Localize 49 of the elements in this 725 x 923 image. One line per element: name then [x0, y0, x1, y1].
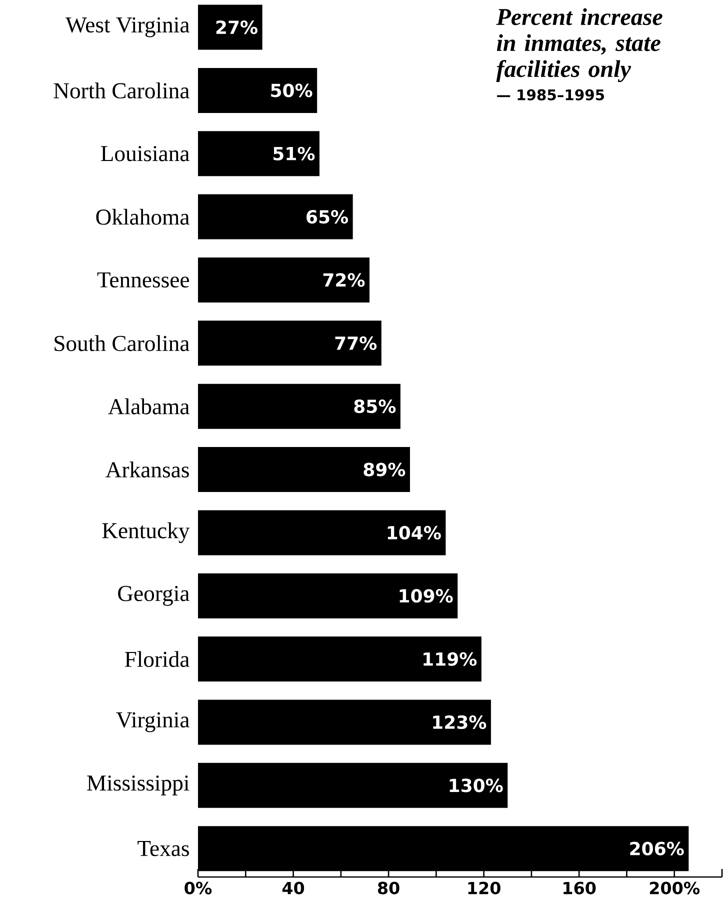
- bar: [198, 320, 382, 366]
- data-label: 65%: [306, 210, 348, 224]
- data-label: 89%: [364, 462, 406, 476]
- y-tick-label: Florida: [124, 651, 190, 668]
- x-tick-label: 200%: [650, 882, 700, 894]
- x-tick-label: 160: [564, 882, 596, 894]
- y-tick-label: Alabama: [108, 398, 190, 414]
- data-label: 130%: [450, 778, 503, 792]
- y-tick-label: Georgia: [118, 586, 190, 606]
- y-tick-label: Virginia: [116, 712, 190, 732]
- data-label: 123%: [433, 715, 486, 730]
- data-label: 85%: [354, 400, 396, 414]
- data-label: 27%: [216, 20, 258, 34]
- data-label: 77%: [335, 336, 377, 350]
- bar: [198, 194, 353, 240]
- data-label: 72%: [323, 273, 365, 287]
- y-tick-label: Mississippi: [87, 775, 190, 796]
- y-tick-label: Oklahoma: [96, 208, 190, 225]
- text: Percent increase in inmates, state facilities only: [496, 8, 662, 82]
- x-tick-label: 40: [282, 882, 304, 894]
- bar: [198, 447, 410, 492]
- y-tick-label: Tennessee: [97, 272, 189, 288]
- bar: [198, 762, 508, 808]
- bar: [198, 131, 320, 176]
- data-label: 50%: [271, 84, 312, 98]
- y-tick-label: South Carolina: [54, 335, 190, 352]
- y-tick-label: Kentucky: [102, 522, 190, 543]
- x-tick-label: 80: [378, 882, 400, 894]
- bar: [198, 573, 458, 618]
- bar: [198, 257, 370, 302]
- y-tick-label: Arkansas: [106, 462, 189, 478]
- text: — 1985–1995: [497, 89, 604, 100]
- bar: [198, 636, 482, 682]
- bar: [198, 510, 446, 556]
- data-label: 51%: [274, 146, 315, 160]
- bar: [198, 68, 318, 113]
- y-tick-label: North Carolina: [54, 82, 190, 98]
- y-tick-label: West Virginia: [66, 17, 190, 38]
- data-label: 109%: [400, 589, 453, 603]
- y-tick-label: Louisiana: [101, 146, 190, 162]
- x-tick-label: 0%: [184, 882, 212, 894]
- x-tick-label: 120: [468, 882, 500, 894]
- bar: [198, 700, 491, 745]
- data-label: 104%: [388, 526, 441, 540]
- y-tick-label: Texas: [138, 841, 189, 856]
- bar: [198, 4, 262, 50]
- data-label: 119%: [424, 652, 477, 666]
- data-label: 206%: [630, 842, 684, 856]
- bar: [198, 384, 400, 429]
